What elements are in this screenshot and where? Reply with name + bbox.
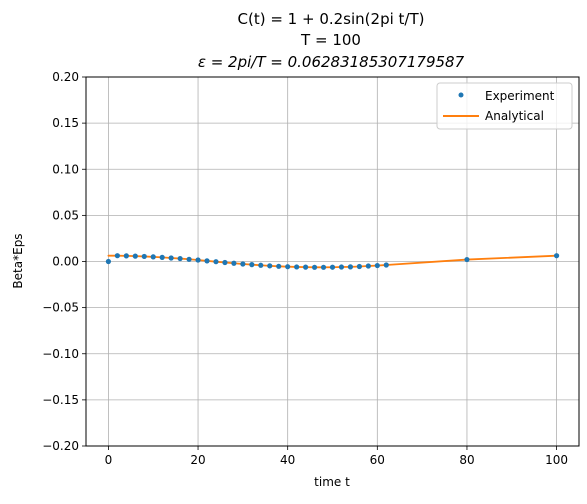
legend-label-analytical: Analytical [485, 109, 544, 123]
x-tick-label-4: 80 [459, 453, 474, 467]
data-point-experiment-28 [356, 263, 362, 270]
data-point-experiment-1 [114, 253, 120, 259]
ticks-layer: 0 20 40 60 80 100 −0.20 −0.15 −0.10 −0.05 0.00 0.05… [42, 70, 568, 467]
chart-title-line-3: ε = 2pi/T = 0.06283185307179587 [198, 53, 465, 71]
legend: Experiment Analytical [436, 82, 573, 130]
data-point-experiment-12 [213, 259, 219, 265]
y-tick-label-4: 0.00 [52, 255, 79, 269]
data-point-experiment-19 [276, 263, 282, 269]
series-line-analytical [107, 254, 558, 269]
series-layer [105, 253, 560, 270]
y-tick-label-3: −0.05 [42, 301, 79, 315]
data-point-experiment-16 [249, 262, 255, 268]
x-axis-label: time t [314, 475, 350, 489]
chart-title-line-2: T = 100 [300, 31, 361, 49]
data-point-experiment-29 [365, 263, 371, 269]
data-point-experiment-0 [105, 258, 112, 265]
x-tick-label-1: 20 [190, 453, 205, 467]
data-point-experiment-7 [168, 255, 174, 261]
data-point-experiment-14 [231, 260, 237, 266]
data-point-experiment-24 [320, 264, 327, 270]
y-tick-label-2: −0.10 [42, 347, 79, 361]
data-point-experiment-17 [258, 262, 264, 268]
y-tick-label-6: 0.10 [52, 162, 79, 176]
x-tick-label-5: 100 [545, 453, 568, 467]
data-point-experiment-31 [383, 262, 389, 268]
legend-label-experiment: Experiment [485, 89, 555, 103]
data-point-experiment-5 [150, 254, 156, 260]
x-tick-label-3: 60 [370, 453, 385, 467]
data-point-experiment-13 [222, 259, 228, 266]
data-point-experiment-21 [294, 264, 300, 270]
data-point-experiment-15 [240, 261, 246, 267]
data-point-experiment-23 [311, 264, 318, 270]
x-tick-label-0: 0 [105, 453, 113, 467]
data-point-experiment-26 [338, 264, 345, 270]
data-point-experiment-27 [347, 264, 354, 270]
data-point-experiment-22 [303, 264, 309, 270]
y-tick-label-5: 0.05 [52, 208, 79, 222]
data-point-experiment-30 [374, 262, 380, 269]
legend-marker-experiment [458, 92, 464, 98]
data-point-experiment-11 [204, 258, 210, 264]
data-point-experiment-20 [285, 264, 291, 270]
legend-box [436, 82, 573, 130]
y-tick-label-8: 0.20 [52, 70, 79, 84]
data-point-experiment-2 [123, 253, 129, 259]
y-axis-label: Beta*Eps [11, 233, 25, 288]
data-point-experiment-33 [553, 253, 560, 259]
data-point-experiment-3 [132, 253, 138, 259]
data-point-experiment-18 [267, 263, 273, 269]
x-tick-label-2: 40 [280, 453, 295, 467]
y-tick-label-0: −0.20 [42, 439, 79, 453]
data-point-experiment-9 [186, 256, 192, 262]
data-point-experiment-8 [177, 255, 183, 262]
data-point-experiment-6 [159, 254, 165, 260]
data-point-experiment-10 [195, 257, 201, 263]
y-tick-label-7: 0.15 [52, 116, 79, 130]
data-point-experiment-25 [329, 264, 336, 270]
chart-title-line-1: C(t) = 1 + 0.2sin(2pi t/T) [238, 10, 425, 28]
data-point-experiment-4 [141, 253, 147, 260]
data-point-experiment-32 [464, 256, 470, 263]
y-tick-label-1: −0.15 [42, 393, 79, 407]
